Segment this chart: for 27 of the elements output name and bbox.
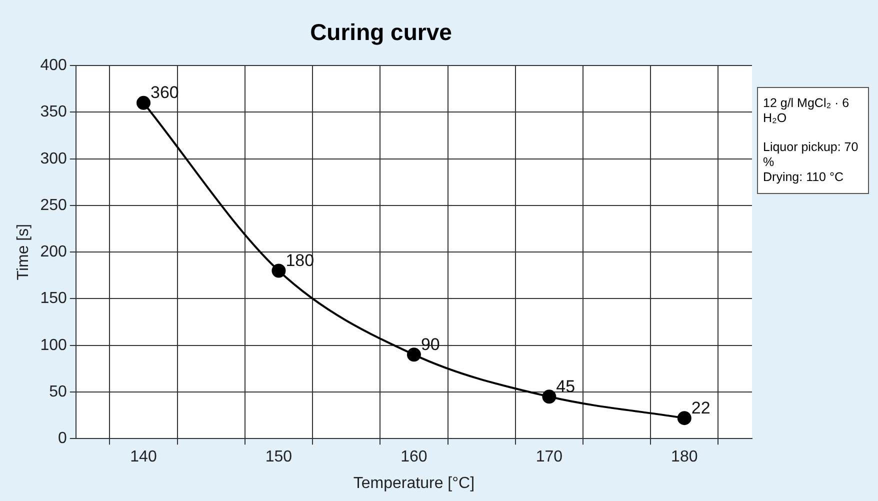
x-tick-label: 180 xyxy=(671,448,698,466)
point xyxy=(272,264,286,278)
x-tick-label: 140 xyxy=(130,448,157,466)
x-tick-label: 160 xyxy=(400,448,428,466)
y-tick-label: 50 xyxy=(49,383,67,400)
y-tick-label: 300 xyxy=(40,150,67,168)
text: 12 g/l MgCl₂ · 6 H₂O xyxy=(763,96,850,126)
data-label: 22 xyxy=(691,398,710,418)
text: Drying: 110 °C xyxy=(763,170,844,185)
x-tick-label: 150 xyxy=(265,448,292,466)
point xyxy=(542,390,556,404)
x-axis-title: Temperature [°C] xyxy=(353,474,474,492)
x-tick-label: 170 xyxy=(536,448,563,466)
point xyxy=(136,96,151,110)
chart-title: Curing curve xyxy=(310,19,452,46)
y-tick-label: 350 xyxy=(40,104,67,121)
point xyxy=(677,411,692,426)
y-tick-label: 0 xyxy=(58,430,67,448)
y-tick-label: 100 xyxy=(40,336,67,354)
y-tick-label: 250 xyxy=(40,196,67,214)
y-axis-title: Time [s] xyxy=(15,224,32,280)
y-tick-label: 200 xyxy=(40,244,67,261)
text: Liquor pickup: 70 % xyxy=(763,140,860,170)
point xyxy=(406,348,421,362)
y-tick-label: 150 xyxy=(40,290,67,308)
y-tick-label: 400 xyxy=(40,57,67,74)
data-label: 45 xyxy=(556,376,576,396)
